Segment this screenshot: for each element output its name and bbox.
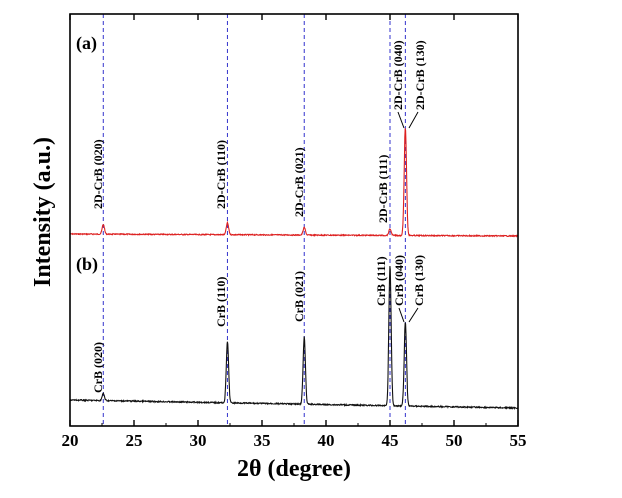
peak-label-b-020: CrB (020)	[91, 342, 105, 393]
reference-lines	[102, 14, 406, 426]
peak-label-b-111: CrB (111)	[374, 256, 388, 306]
peak-label-b-040: CrB (040)	[392, 255, 406, 306]
peak-label-a-111: 2D-CrB (111)	[376, 155, 390, 223]
x-tick-label: 40	[318, 431, 335, 450]
panel-label-a: (a)	[76, 33, 97, 54]
peak-label-b-110: CrB (110)	[214, 277, 228, 327]
x-ticks	[69, 14, 519, 426]
peak-label-b-130: CrB (130)	[412, 255, 426, 306]
x-tick-labels: 20 25 30 35 40 45 50 55	[62, 431, 527, 450]
panel-label-b: (b)	[76, 254, 98, 275]
plot-frame	[69, 13, 519, 427]
peak-label-b-021: CrB (021)	[292, 271, 306, 322]
x-tick-label: 55	[510, 431, 527, 450]
series-line-a	[69, 128, 519, 238]
x-axis-label: 2θ (degree)	[237, 456, 351, 482]
y-axis-label: Intensity (a.u.)	[30, 137, 56, 287]
x-tick-label: 45	[382, 431, 399, 450]
x-tick-label: 35	[254, 431, 271, 450]
peak-label-a-130: 2D-CrB (130)	[413, 40, 427, 110]
peak-label-a-110: 2D-CrB (110)	[214, 140, 228, 209]
series-line-b	[69, 266, 519, 410]
x-tick-label: 20	[62, 431, 79, 450]
peak-arrow-a-040	[397, 111, 405, 129]
peak-label-a-040: 2D-CrB (040)	[391, 40, 405, 110]
x-tick-label: 30	[190, 431, 207, 450]
traces	[69, 128, 519, 410]
x-tick-label: 25	[126, 431, 143, 450]
peak-arrow-a-130	[408, 111, 419, 129]
peak-arrow-b-040	[398, 307, 405, 323]
peak-label-a-021: 2D-CrB (021)	[292, 147, 306, 217]
peak-arrow-b-130	[408, 307, 419, 323]
peak-label-a-020: 2D-CrB (020)	[91, 139, 105, 209]
x-tick-label: 50	[446, 431, 463, 450]
